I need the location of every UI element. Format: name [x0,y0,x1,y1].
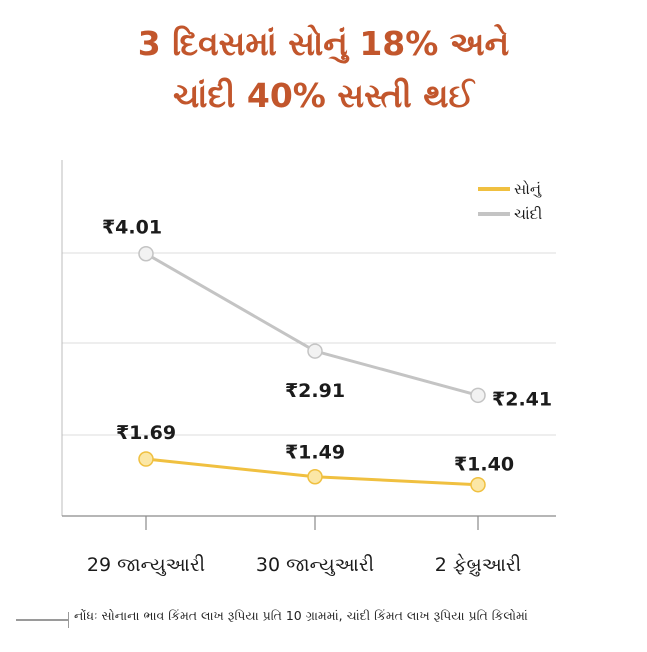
legend-label: ચાંદી [514,205,542,223]
data-point [138,451,154,467]
data-points [138,245,486,493]
data-point [138,245,154,262]
data-labels: ₹1.69 ₹1.49 ₹1.40 ₹4.01 ₹2.91 ₹2.41 [102,217,552,476]
legend-label: સોનું [514,180,542,198]
title-line-2: ચાંદી 40% સસ્તી થઈ [173,76,474,115]
footnote-tick [68,612,69,628]
data-point [470,476,486,493]
legend: સોનું ચાંદી [478,180,542,223]
title-line-1: 3 દિવસમાં સોનું 18% અને [137,24,510,63]
data-point [307,343,323,359]
gridlines [62,252,556,436]
x-tick-label: 29 જાન્યુઆરી [87,554,205,576]
line-chart: ₹1.69 ₹1.49 ₹1.40 ₹4.01 ₹2.91 ₹2.41 29 જાન્યુ… [61,160,556,576]
axes [61,160,556,530]
data-point [470,387,486,404]
data-label: ₹4.01 [102,217,162,239]
data-point [307,468,323,485]
x-tick-labels: 29 જાન્યુઆરી 30 જાન્યુઆરી 2 ફેબ્રુઆરી [87,554,521,576]
chart-title: 3 દિવસમાં સોનું 18% અને ચાંદી 40% સસ્તી … [0,18,647,122]
data-label: ₹2.41 [492,388,552,410]
x-tick-label: 30 જાન્યુઆરી [256,554,374,576]
data-label: ₹1.49 [285,442,345,464]
footnote: નોંધઃ સોનાના ભાવ કિંમત લાખ રૂપિયા પ્રતિ … [0,606,647,630]
footnote-rule [16,619,68,621]
data-label: ₹1.69 [116,422,176,444]
footnote-text: નોંધઃ સોનાના ભાવ કિંમત લાખ રૂપિયા પ્રતિ … [74,608,528,623]
x-tick-label: 2 ફેબ્રુઆરી [435,554,521,576]
data-label: ₹1.40 [454,454,514,476]
series-line-silver [145,252,479,397]
data-label: ₹2.91 [285,380,345,402]
